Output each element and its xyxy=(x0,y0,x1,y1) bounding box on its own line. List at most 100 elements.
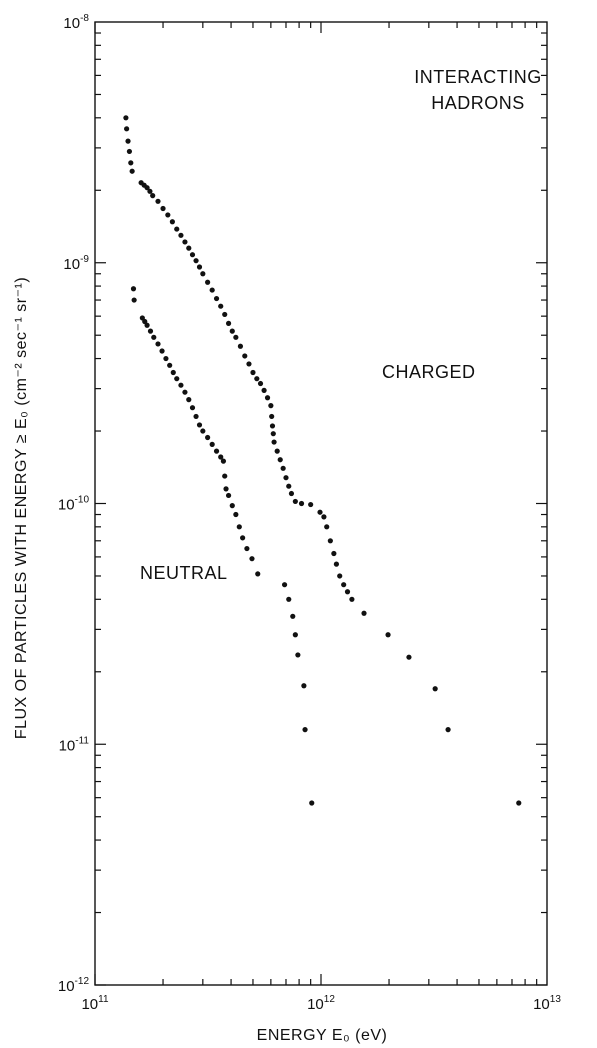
data-point-charged xyxy=(160,205,166,212)
data-point-charged xyxy=(169,219,175,225)
data-point-charged xyxy=(182,239,188,245)
data-point-neutral xyxy=(222,473,228,479)
series-label-neutral: NEUTRAL xyxy=(140,563,228,583)
data-point-charged xyxy=(274,448,280,454)
data-point-charged xyxy=(123,115,129,121)
data-point-neutral xyxy=(144,322,150,328)
y-tick-label: 10-12 xyxy=(58,976,90,995)
series-label-charged: CHARGED xyxy=(382,362,476,382)
data-point-charged xyxy=(237,343,244,349)
data-point-neutral xyxy=(182,389,188,395)
x-tick-label: 1013 xyxy=(533,994,561,1013)
data-point-charged xyxy=(406,654,412,660)
data-point-neutral xyxy=(209,441,215,447)
data-point-charged xyxy=(200,271,206,277)
data-point-charged xyxy=(209,287,215,293)
data-point-charged xyxy=(264,395,271,401)
data-point-neutral xyxy=(286,596,292,602)
data-point-neutral xyxy=(170,369,176,376)
y-tick-label: 10-8 xyxy=(63,13,89,32)
data-point-charged xyxy=(385,632,391,638)
data-point-charged xyxy=(283,475,289,481)
data-point-neutral xyxy=(290,613,296,619)
data-point-neutral xyxy=(186,397,192,403)
data-point-charged xyxy=(222,311,228,318)
data-point-neutral xyxy=(193,413,199,420)
data-point-neutral xyxy=(151,334,157,340)
y-tick-label: 10-9 xyxy=(63,254,89,273)
data-point-neutral xyxy=(174,376,180,382)
data-point-neutral xyxy=(244,545,250,552)
data-point-charged xyxy=(129,168,135,174)
data-point-charged xyxy=(225,320,232,326)
data-point-neutral xyxy=(236,524,242,530)
plot-frame xyxy=(94,21,548,986)
data-point-neutral xyxy=(218,454,224,460)
data-point-charged xyxy=(261,387,267,393)
data-point-charged xyxy=(277,457,283,463)
data-point-charged xyxy=(150,193,156,199)
data-point-charged xyxy=(432,686,438,692)
data-point-charged xyxy=(254,376,260,382)
data-point-charged xyxy=(327,538,333,544)
data-point-charged xyxy=(213,295,220,302)
data-point-neutral xyxy=(225,492,232,499)
data-points xyxy=(123,115,522,806)
y-axis-title: FLUX OF PARTICLES WITH ENERGY ≥ E₀ (cm⁻²… xyxy=(13,277,30,739)
data-point-neutral xyxy=(229,503,235,509)
data-point-charged xyxy=(271,439,277,445)
data-point-charged xyxy=(268,403,274,409)
x-axis-title: ENERGY E₀ (eV) xyxy=(257,1027,388,1044)
data-point-neutral xyxy=(233,511,239,518)
data-point-charged xyxy=(269,423,276,429)
data-point-neutral xyxy=(281,582,288,588)
data-point-charged xyxy=(178,232,184,238)
data-point-charged xyxy=(317,509,323,515)
data-point-charged xyxy=(246,361,252,367)
data-point-charged xyxy=(516,800,522,806)
data-point-neutral xyxy=(213,448,220,454)
data-point-charged xyxy=(174,226,180,232)
axis-tick-labels: 1011 1012 1013 10-12 10-11 10-10 10-9 10-8 xyxy=(58,13,561,1013)
data-point-charged xyxy=(242,353,248,359)
data-point-neutral xyxy=(130,286,137,292)
data-point-neutral xyxy=(255,571,261,577)
data-point-charged xyxy=(361,610,367,616)
annotation-title-line1: INTERACTING xyxy=(414,67,542,87)
data-point-neutral xyxy=(240,535,246,541)
data-point-neutral xyxy=(155,341,161,347)
data-point-charged xyxy=(344,589,351,595)
data-point-neutral xyxy=(196,422,203,428)
data-point-neutral xyxy=(178,382,184,388)
data-point-neutral xyxy=(292,632,298,638)
data-point-charged xyxy=(233,334,239,340)
annotation-title-line2: HADRONS xyxy=(431,93,525,113)
data-point-neutral xyxy=(295,652,301,658)
data-point-charged xyxy=(445,727,451,733)
data-point-charged xyxy=(126,148,133,155)
data-point-charged xyxy=(205,279,211,285)
data-point-charged xyxy=(292,498,298,505)
data-point-neutral xyxy=(302,727,308,733)
data-point-neutral xyxy=(249,556,255,562)
data-point-neutral xyxy=(205,434,211,441)
y-tick-label: 10-10 xyxy=(58,495,90,514)
data-point-charged xyxy=(186,245,192,251)
data-point-neutral xyxy=(200,428,206,434)
data-point-charged xyxy=(144,185,150,191)
data-point-neutral xyxy=(220,458,227,464)
data-point-charged xyxy=(147,188,153,194)
data-point-charged xyxy=(349,596,355,602)
data-point-charged xyxy=(229,328,235,334)
data-point-charged xyxy=(125,138,131,144)
data-point-charged xyxy=(155,198,161,204)
data-point-charged xyxy=(189,252,196,258)
x-tick-label: 1012 xyxy=(307,994,335,1013)
data-point-neutral xyxy=(167,362,173,368)
data-point-charged xyxy=(196,264,203,270)
data-point-neutral xyxy=(163,355,169,362)
data-point-charged xyxy=(280,465,286,471)
data-point-charged xyxy=(331,550,337,557)
data-point-neutral xyxy=(147,328,154,334)
